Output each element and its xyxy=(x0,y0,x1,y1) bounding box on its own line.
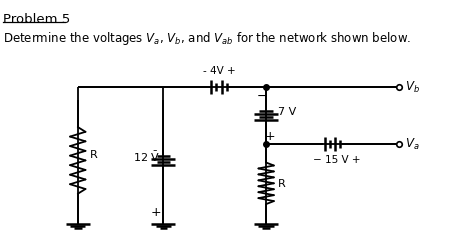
Text: −: − xyxy=(257,90,267,103)
Text: Problem 5: Problem 5 xyxy=(3,13,70,26)
Text: 12 $\bar{\rm V}$: 12 $\bar{\rm V}$ xyxy=(132,150,160,164)
Text: $V_b$: $V_b$ xyxy=(405,80,420,95)
Text: − 15 V +: − 15 V + xyxy=(313,155,360,165)
Text: +: + xyxy=(265,130,276,143)
Text: +: + xyxy=(150,206,161,219)
Text: $V_a$: $V_a$ xyxy=(405,137,420,152)
Text: Determine the voltages $V_a$, $V_b$, and $V_{ab}$ for the network shown below.: Determine the voltages $V_a$, $V_b$, and… xyxy=(3,30,411,47)
Text: R: R xyxy=(90,150,97,160)
Text: - 4V +: - 4V + xyxy=(203,66,236,76)
Text: 7 V: 7 V xyxy=(278,107,297,117)
Text: R: R xyxy=(278,179,286,189)
